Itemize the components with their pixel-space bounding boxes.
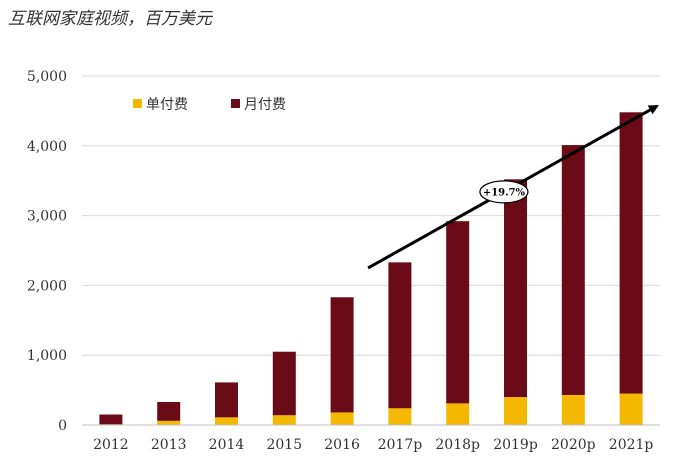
bar-monthly-payment: [99, 414, 123, 425]
bar-single-payment: [446, 403, 470, 425]
x-tick-label: 2014: [209, 437, 245, 453]
bar-monthly-payment: [619, 112, 643, 394]
y-tick-label: 5,000: [27, 69, 67, 85]
x-tick-label: 2021p: [609, 437, 654, 453]
bar-single-payment: [157, 420, 181, 425]
bar-single-payment: [272, 415, 296, 425]
bar-single-payment: [215, 417, 238, 425]
growth-rate-bubble: [479, 180, 529, 204]
bar-monthly-payment: [215, 382, 238, 418]
chart-title: 互联网家庭视频，百万美元: [8, 9, 212, 29]
bar-monthly-payment: [388, 262, 412, 409]
x-tick-label: 2016: [324, 437, 360, 453]
bar-monthly-payment: [330, 297, 354, 413]
x-tick-label: 2018p: [435, 437, 480, 453]
y-tick-label: 0: [58, 418, 67, 434]
x-tick-label: 2015: [266, 437, 302, 453]
y-tick-label: 3,000: [27, 209, 67, 225]
bar-single-payment: [504, 397, 527, 425]
y-tick-label: 2,000: [27, 278, 67, 294]
y-tick-label: 1,000: [27, 348, 67, 364]
x-tick-label: 2017p: [378, 437, 423, 453]
bar-single-payment: [388, 408, 412, 425]
bar-monthly-payment: [504, 179, 527, 398]
legend-label-monthly: 月付费: [244, 97, 286, 113]
axes: 0 1,000 2,000 3,000 4,000 5,000 2012 2013 2014 20…: [27, 69, 660, 453]
legend-label-single: 单付费: [146, 97, 188, 113]
x-tick-label: 2020p: [551, 437, 596, 453]
x-tick-label: 2012: [93, 437, 129, 453]
legend-swatch-monthly: [231, 99, 240, 108]
legend: 单付费 月付费: [133, 97, 286, 113]
bar-monthly-payment: [446, 221, 470, 404]
legend-swatch-single: [133, 99, 142, 108]
growth-rate-label: +19.7%: [483, 187, 526, 198]
bar-monthly-payment: [272, 351, 296, 416]
bar-single-payment: [561, 394, 585, 425]
bars: [99, 112, 643, 425]
bar-single-payment: [619, 393, 643, 425]
y-tick-label: 4,000: [27, 139, 67, 155]
x-tick-label: 2013: [151, 437, 187, 453]
x-tick-label: 2019p: [493, 437, 538, 453]
trend-annotation: +19.7%: [367, 104, 659, 270]
bar-monthly-payment: [561, 145, 585, 395]
bar-monthly-payment: [157, 401, 181, 421]
bar-single-payment: [330, 412, 354, 425]
